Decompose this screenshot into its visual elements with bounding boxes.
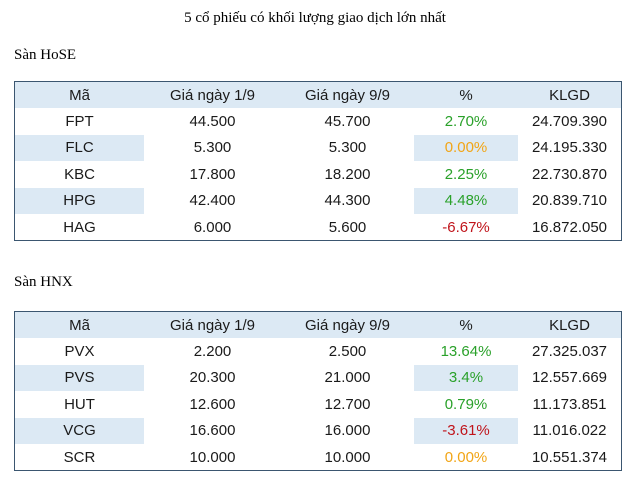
table-cell: 12.557.669	[531, 369, 608, 387]
table-cell: 45.700	[324, 113, 371, 131]
table-row: PVX 2.200 2.500 13.64% 27.325.037	[15, 338, 621, 364]
table-row: SCR 10.000 10.000 0.00% 10.551.374	[15, 444, 621, 470]
change-cell: 4.48%	[414, 187, 518, 214]
table-row: PVS 20.300 21.000 3.4% 12.557.669	[15, 364, 621, 392]
table-cell: 20.839.710	[531, 192, 608, 210]
change-cell: 2.70%	[444, 113, 488, 131]
table-cell: 16.872.050	[531, 218, 608, 236]
change-cell: 0.79%	[444, 395, 488, 413]
header-cell: Giá ngày 9/9	[304, 316, 391, 334]
table-cell: 44.300	[324, 192, 371, 210]
header-cell: Giá ngày 1/9	[169, 316, 256, 334]
table-cell: HUT	[64, 395, 95, 413]
table-cell: 11.173.851	[532, 395, 607, 413]
change-cell: -3.61%	[414, 417, 518, 444]
change-cell: 13.64%	[440, 343, 492, 361]
table-cell: 5.300	[328, 139, 367, 157]
table-row: FPT 44.500 45.700 2.70% 24.709.390	[15, 108, 621, 134]
header-cell: KLGD	[549, 86, 590, 104]
header-cell: %	[459, 316, 473, 334]
header-cell: Giá ngày 1/9	[169, 86, 256, 104]
change-cell: 0.00%	[444, 448, 488, 466]
change-cell: 2.25%	[444, 165, 488, 183]
table-cell: SCR	[63, 448, 96, 466]
table-cell: 20.300	[189, 369, 236, 387]
section-label: Sàn HoSE	[14, 47, 77, 63]
table-row: KBC 17.800 18.200 2.25% 22.730.870	[15, 161, 621, 187]
table-cell: 10.000	[189, 448, 236, 466]
table-cell: 27.325.037	[531, 343, 608, 361]
table-cell: 24.195.330	[531, 139, 608, 157]
table-cell: 11.016.022	[532, 422, 607, 440]
table: Mã Giá ngày 1/9 Giá ngày 9/9% KLGD FPT 44.500…	[14, 81, 622, 242]
change-cell: -6.67%	[442, 218, 490, 236]
table-cell: 6.000	[193, 218, 232, 236]
table-row: HAG 6.000 5.600 -6.67% 16.872.050	[15, 214, 621, 240]
header-row: Mã Giá ngày 1/9 Giá ngày 9/9% KLGD	[15, 82, 621, 109]
table-row: VCG 16.600 16.000 -3.61% 11.016.022	[15, 417, 621, 444]
table-cell: 42.400	[189, 192, 236, 210]
section-label: Sàn HNX	[14, 274, 73, 290]
table-cell: 16.000	[324, 422, 371, 440]
table-cell: 12.600	[189, 395, 236, 413]
table-cell: FPT	[65, 113, 94, 131]
table-cell: 24.709.390	[531, 113, 608, 131]
table: Mã Giá ngày 1/9 Giá ngày 9/9% KLGD PVX 2.200 2…	[14, 311, 622, 472]
header-cell: Mã	[69, 316, 90, 334]
table-row: HPG 42.400 44.300 4.48% 20.839.710	[15, 187, 621, 214]
header-cell: Giá ngày 9/9	[304, 86, 391, 104]
table-cell: 2.500	[328, 343, 367, 361]
table-cell: VCG	[15, 417, 144, 444]
table-cell: 2.200	[193, 343, 232, 361]
table-cell: 10.551.374	[531, 448, 608, 466]
header-cell: Mã	[69, 86, 90, 104]
table-cell: 18.200	[324, 165, 371, 183]
table-cell: PVX	[64, 343, 95, 361]
table-cell: 5.600	[328, 218, 367, 236]
header-cell: %	[459, 86, 473, 104]
table-cell: 5.300	[193, 139, 232, 157]
table-cell: HPG	[15, 187, 144, 214]
table-cell: 12.700	[324, 395, 371, 413]
table-cell: HAG	[63, 218, 96, 236]
table-row: HUT 12.600 12.700 0.79% 11.173.851	[15, 391, 621, 417]
table-cell: 44.500	[189, 113, 236, 131]
table-cell: 10.000	[324, 448, 371, 466]
table-cell: 22.730.870	[531, 165, 608, 183]
title: 5 cổ phiếu có khối lượng giao dịch lớn n…	[184, 10, 446, 26]
table-cell: FLC	[15, 134, 144, 162]
table-cell: 17.800	[189, 165, 236, 183]
table-cell: 16.600	[189, 422, 236, 440]
table-cell: PVS	[15, 364, 144, 392]
table-cell: 21.000	[324, 369, 371, 387]
change-cell: 0.00%	[414, 134, 518, 162]
change-cell: 3.4%	[414, 364, 518, 392]
table-cell: KBC	[64, 165, 95, 183]
header-cell: KLGD	[549, 316, 590, 334]
table-row: FLC 5.300 5.300 0.00% 24.195.330	[15, 134, 621, 162]
header-row: Mã Giá ngày 1/9 Giá ngày 9/9% KLGD	[15, 312, 621, 339]
